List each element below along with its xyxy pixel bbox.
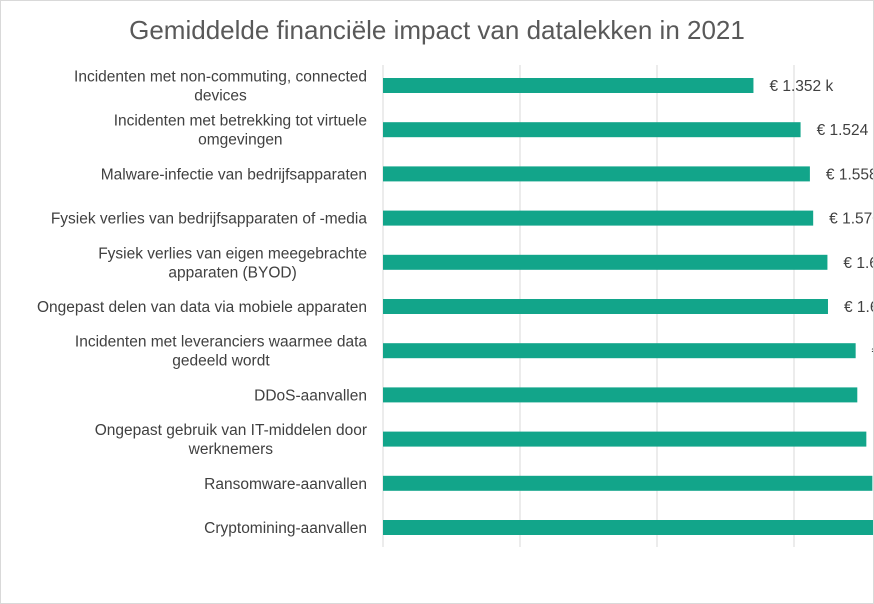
category-label: Ongepast gebruik van IT-middelen door wer… [95,422,367,458]
category-label: Incidenten met betrekking tot virtuele om… [114,113,367,149]
bar [383,166,810,182]
bar [383,210,814,226]
data-label: € 1.624 k [844,299,873,316]
data-label: € 1.524 k [817,122,873,139]
bar [383,520,873,535]
category-label: Cryptomining-aanvallen [204,520,367,537]
category-label: Fysiek verlies van bedrijfsapparaten of … [51,211,368,228]
bar [383,122,801,138]
bar [383,343,856,359]
category-label: Incidenten met leveranciers waarmee data… [75,334,367,370]
data-label: € 1.570 k [829,211,873,228]
bar [383,254,828,270]
bar [383,387,858,403]
bar [383,78,754,93]
bar [383,431,867,447]
data-label: € 1.558 [826,166,873,183]
category-label: Fysiek verlies van eigen meegebrachte app… [98,245,367,281]
data-label: € 1.725 k [872,343,873,360]
category-label: Ransomware-aanvallen [204,476,367,493]
category-label: Malware-infectie van bedrijfsapparaten [101,166,367,183]
bar [383,299,828,314]
bar [383,475,873,491]
chart-title: Gemiddelde financiële impact van datalek… [129,15,745,45]
category-label: Incidenten met non-commuting, connected d… [74,69,367,105]
data-label: € 1.622 k [843,255,873,272]
category-label: DDoS-aanvallen [254,387,367,404]
data-label: € 1.352 k [769,78,833,95]
category-label: Ongepast delen van data via mobiele appa… [37,299,367,316]
